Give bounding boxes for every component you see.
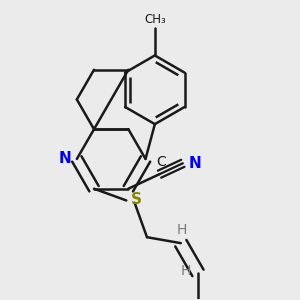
Text: H: H <box>177 223 188 237</box>
Text: S: S <box>131 192 142 207</box>
Text: H: H <box>180 264 190 278</box>
Text: N: N <box>59 152 71 166</box>
Text: C: C <box>156 155 166 169</box>
Text: CH₃: CH₃ <box>144 13 166 26</box>
Text: N: N <box>188 156 201 171</box>
